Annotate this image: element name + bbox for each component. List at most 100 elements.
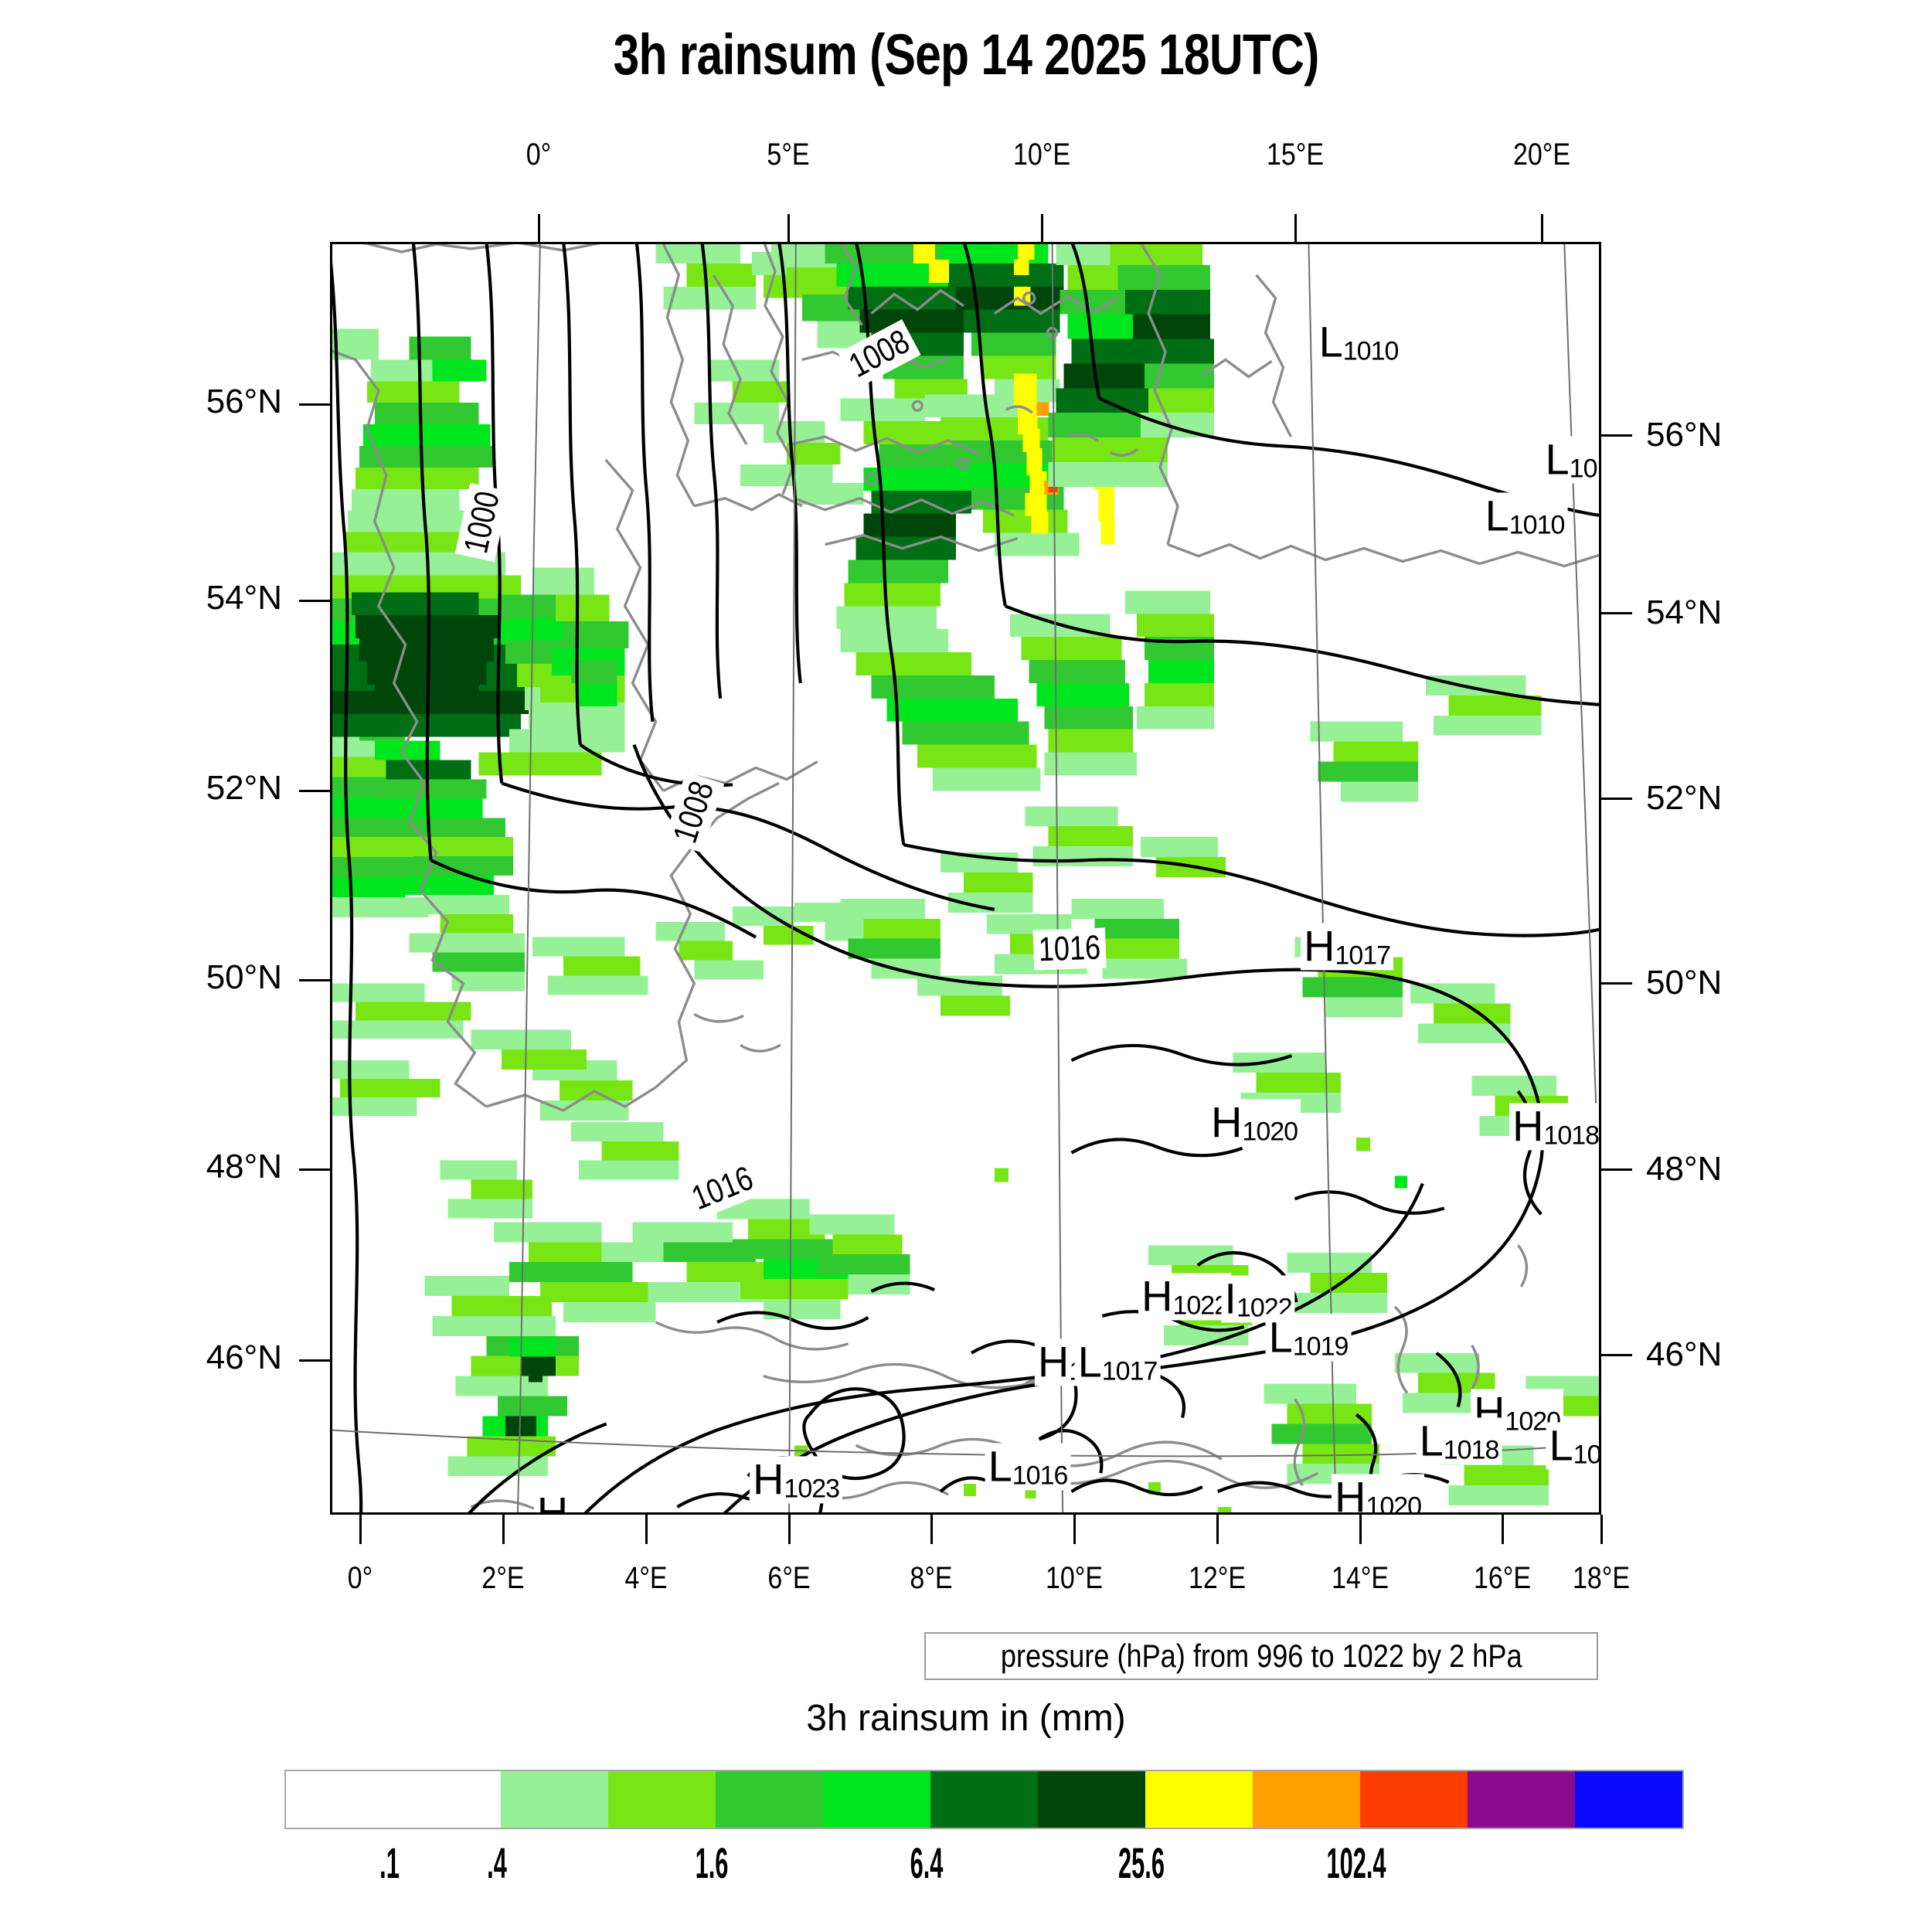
pressure-marker-L1019-8: L1019 xyxy=(1265,1314,1352,1362)
axis-right-tick-48°N xyxy=(1601,1168,1632,1171)
colorbar-cell-11[interactable] xyxy=(1468,1771,1575,1828)
pressure-marker-H1017-3: H1017 xyxy=(1300,923,1394,971)
map-plot-area[interactable]: 1008 1000 1008 1016 1016 L1010 L10 L1010 H1017 H… xyxy=(330,242,1601,1515)
colorbar-cell-12[interactable] xyxy=(1575,1771,1682,1828)
pressure-marker-I1022-7: I1022 xyxy=(1221,1274,1295,1323)
axis-top-label-15°E: 15°E xyxy=(1266,138,1325,172)
pressure-marker-type: L xyxy=(988,1441,1012,1491)
axis-top-label-5°E: 5°E xyxy=(767,138,810,172)
colorbar-cell-1[interactable] xyxy=(393,1771,501,1828)
pressure-marker-type: L xyxy=(1077,1337,1102,1386)
axis-right-tick-50°N xyxy=(1601,982,1632,985)
pressure-marker-type: L xyxy=(1419,1416,1444,1465)
axis-bottom-label-14°E: 14°E xyxy=(1331,1561,1389,1595)
pressure-marker-L10-13: L10 xyxy=(1546,1422,1601,1470)
axis-left-label-54°N: 54°N xyxy=(206,579,282,617)
axis-right-label-50°N: 50°N xyxy=(1646,964,1723,1002)
axis-top-tick-5°E xyxy=(787,214,790,242)
pressure-marker-value: 1010 xyxy=(1342,336,1400,366)
colorbar-cell-5[interactable] xyxy=(823,1771,930,1828)
axis-top-label-0°: 0° xyxy=(526,138,552,172)
colorbar-cell-10[interactable] xyxy=(1360,1771,1468,1828)
axis-left-tick-54°N xyxy=(299,600,330,602)
pressure-marker-type: L xyxy=(1318,317,1343,366)
pressure-marker-value: 1016 xyxy=(1012,1461,1069,1491)
axis-bottom-tick-8°E xyxy=(930,1515,933,1544)
axis-left-tick-46°N xyxy=(299,1359,330,1362)
pressure-marker-H1018-5: H1018 xyxy=(1509,1101,1600,1151)
axis-top-tick-10°E xyxy=(1041,214,1043,242)
axis-top-label-20°E: 20°E xyxy=(1512,138,1571,172)
axis-bottom-label-12°E: 12°E xyxy=(1188,1561,1247,1595)
colorbar-cell-8[interactable] xyxy=(1145,1771,1253,1828)
axis-right-tick-54°N xyxy=(1601,612,1632,614)
colorbar-cell-0[interactable] xyxy=(286,1771,393,1828)
pressure-marker-type: L xyxy=(1545,434,1570,484)
pressure-marker-L1018-12: L1018 xyxy=(1416,1416,1502,1465)
pressure-marker-L1016-14: L1016 xyxy=(985,1441,1071,1491)
axis-right-label-54°N: 54°N xyxy=(1646,594,1723,631)
axis-left-label-46°N: 46°N xyxy=(206,1338,282,1376)
axis-top-tick-20°E xyxy=(1541,214,1543,242)
axis-left-label-56°N: 56°N xyxy=(206,383,282,420)
axis-bottom-label-0°: 0° xyxy=(347,1561,373,1595)
axis-bottom-tick-2°E xyxy=(502,1515,505,1544)
axis-left-tick-52°N xyxy=(299,790,330,792)
axis-right-tick-52°N xyxy=(1601,798,1632,800)
pressure-marker-H1022-6: H1022 xyxy=(1138,1273,1232,1321)
pressure-legend-text: pressure (hPa) from 996 to 1022 by 2 hPa xyxy=(1000,1638,1522,1674)
colorbar-title: 3h rainsum in (mm) xyxy=(806,1698,1126,1739)
pressure-legend-caption: pressure (hPa) from 996 to 1022 by 2 hPa xyxy=(924,1632,1598,1680)
colorbar-tick-.1: .1 xyxy=(379,1838,400,1887)
pressure-marker-L1010-2: L1010 xyxy=(1481,491,1568,540)
pressure-marker-type: I xyxy=(1224,1274,1236,1323)
contour-label-1016-3: 1016 xyxy=(1032,927,1107,971)
axis-bottom-label-6°E: 6°E xyxy=(767,1561,811,1595)
isobar-contours xyxy=(332,244,1599,1512)
colorbar-tick-25.6: 25.6 xyxy=(1118,1838,1165,1887)
pressure-marker-value: 1020 xyxy=(1366,1492,1422,1515)
pressure-marker-H-17: H xyxy=(533,1489,572,1512)
pressure-marker-type: L xyxy=(1485,491,1509,540)
pressure-marker-type: H xyxy=(1210,1097,1243,1147)
colorbar-tick-labels: .1 .4 1.6 6.4 25.6 102.4 xyxy=(0,1838,1932,1907)
axis-left-label-50°N: 50°N xyxy=(206,958,282,996)
colorbar-cell-6[interactable] xyxy=(930,1771,1038,1828)
colorbar-cell-2[interactable] xyxy=(501,1771,608,1828)
colorbar-cell-9[interactable] xyxy=(1253,1771,1360,1828)
pressure-marker-type: H xyxy=(1512,1101,1544,1151)
axis-bottom-tick-6°E xyxy=(788,1515,791,1544)
pressure-marker-value: 10 xyxy=(1573,1440,1601,1470)
pressure-marker-value: 1023 xyxy=(784,1474,840,1504)
pressure-marker-L10-1: L10 xyxy=(1542,434,1599,484)
axis-top-label-10°E: 10°E xyxy=(1012,138,1071,172)
colorbar-cell-4[interactable] xyxy=(716,1771,823,1828)
precipitation-field xyxy=(332,244,1599,1512)
axis-bottom-tick-4°E xyxy=(645,1515,648,1544)
pressure-marker-value: 1018 xyxy=(1543,1121,1600,1151)
map-canvas xyxy=(332,244,1599,1512)
axis-right-label-52°N: 52°N xyxy=(1646,779,1723,817)
colorbar[interactable] xyxy=(284,1770,1684,1829)
axis-bottom-label-10°E: 10°E xyxy=(1045,1561,1104,1595)
axis-bottom-tick-0° xyxy=(359,1515,362,1544)
pressure-marker-value: 1020 xyxy=(1242,1117,1298,1147)
pressure-marker-value: 1018 xyxy=(1443,1435,1500,1465)
pressure-marker-value: 1022 xyxy=(1172,1291,1229,1321)
colorbar-tick-1.6: 1.6 xyxy=(695,1838,729,1887)
colorbar-cell-7[interactable] xyxy=(1038,1771,1145,1828)
colorbar-tick-6.4: 6.4 xyxy=(910,1838,944,1887)
colorbar-cell-3[interactable] xyxy=(608,1771,716,1828)
axis-bottom-label-18°E: 18°E xyxy=(1572,1561,1631,1595)
axis-right-label-48°N: 48°N xyxy=(1646,1150,1723,1188)
pressure-marker-H1020-4: H1020 xyxy=(1207,1097,1301,1147)
axis-bottom-label-4°E: 4°E xyxy=(624,1561,668,1595)
axis-left-tick-50°N xyxy=(299,979,330,981)
pressure-marker-type: H xyxy=(752,1454,784,1504)
pressure-marker-H1023-15: H1023 xyxy=(749,1454,843,1504)
axis-bottom-tick-18°E xyxy=(1600,1515,1603,1544)
colorbar-tick-.4: .4 xyxy=(487,1838,507,1887)
axis-top-tick-0° xyxy=(538,214,540,242)
axis-right-label-46°N: 46°N xyxy=(1646,1335,1723,1373)
pressure-marker-value: 1017 xyxy=(1101,1356,1158,1386)
